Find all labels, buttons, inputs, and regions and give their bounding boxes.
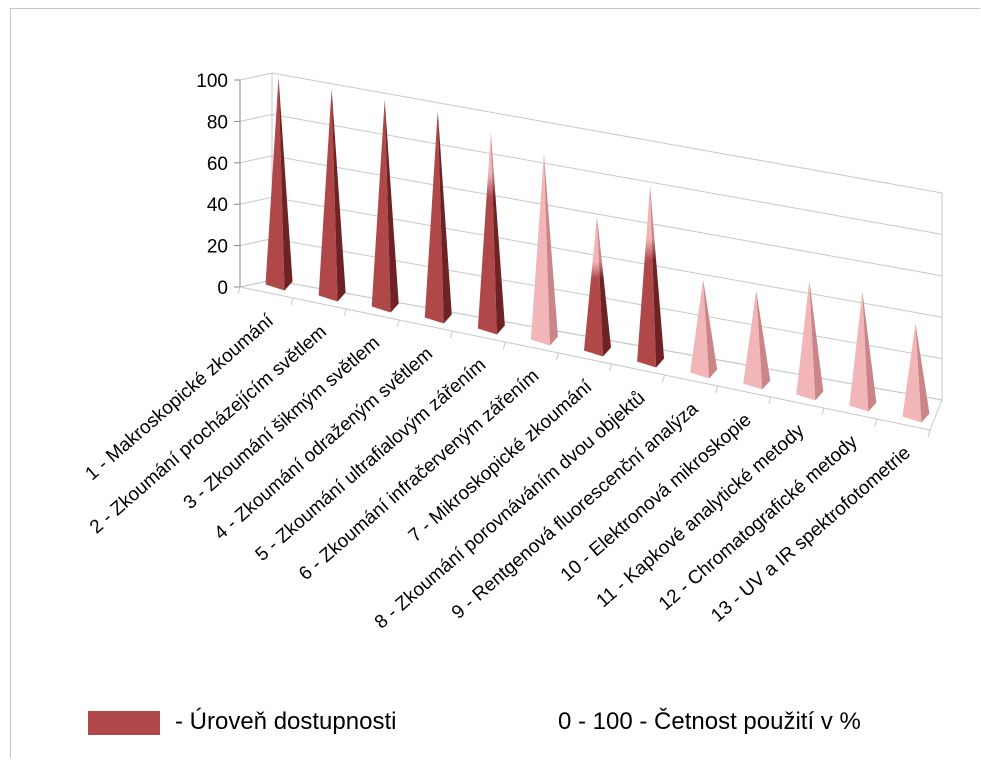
gridline <box>271 113 943 235</box>
y-tick-label: 80 <box>207 112 228 133</box>
cone-front-face <box>477 131 497 335</box>
y-tick-label: 60 <box>207 154 228 175</box>
legend-availability-label: - Úroveň dostupnosti <box>175 708 397 735</box>
cone-side-face <box>862 291 877 412</box>
x-tick <box>396 319 400 328</box>
x-tick <box>237 286 241 295</box>
x-tick <box>715 385 719 394</box>
cone-side-face <box>915 323 930 423</box>
cones <box>265 77 930 423</box>
chart-frame <box>10 8 980 758</box>
cone-bar <box>265 77 293 291</box>
category-label: 6 - Zkoumání infračerveným zářením <box>295 365 543 585</box>
x-tick <box>502 341 506 350</box>
x-tick <box>449 330 453 339</box>
cone-front-face <box>265 77 285 291</box>
cone-bar <box>424 110 452 324</box>
side-gridline <box>239 238 273 247</box>
cone-side-face <box>756 290 771 390</box>
x-tick <box>927 429 931 438</box>
y-tick-label: 100 <box>196 71 228 92</box>
x-tick <box>768 396 772 405</box>
category-label: 5 - Zkoumání ultrafialovým zářením <box>252 354 491 565</box>
cone-front-face <box>849 291 869 412</box>
cone-bar <box>902 323 930 423</box>
cone-side-face <box>384 99 399 313</box>
cone-front-face <box>637 185 657 368</box>
side-gridline <box>239 113 273 122</box>
cone-side-face <box>597 215 611 357</box>
cone-front-face <box>318 88 338 302</box>
legend-availability-swatch <box>88 711 160 735</box>
side-gridline <box>239 196 273 205</box>
cone-front-face <box>584 215 603 357</box>
cone-chart: 0 20 40 60 80 100 1 - Makroskopické zkoumání2… <box>82 71 943 633</box>
cone-bar <box>637 185 665 368</box>
gridline <box>271 155 943 277</box>
cone-side-face <box>543 153 558 346</box>
cone-front-face <box>796 280 816 401</box>
cone-side-face <box>331 88 346 302</box>
cone-side-face <box>490 131 505 335</box>
x-tick <box>343 308 347 317</box>
x-tick <box>609 363 613 372</box>
cone-side-face <box>278 77 293 291</box>
y-tick-label: 20 <box>207 237 228 258</box>
x-tick <box>555 352 559 361</box>
cone-bar <box>371 99 399 313</box>
cone-bar <box>530 153 558 346</box>
x-tick <box>874 418 878 427</box>
cone-front-face <box>743 290 763 390</box>
category-label: 2 - Zkoumání procházejícím světlem <box>86 321 331 538</box>
y-tick-label: 0 <box>217 278 228 299</box>
cone-bar <box>584 215 611 357</box>
x-tick <box>290 297 294 306</box>
cone-side-face <box>650 185 665 368</box>
x-tick <box>662 374 666 383</box>
side-gridline <box>239 72 273 81</box>
cone-bar <box>690 279 718 379</box>
cone-bar <box>477 131 505 335</box>
cone-front-face <box>690 279 710 379</box>
cone-front-face <box>371 99 391 313</box>
cone-bar <box>318 88 346 302</box>
cone-side-face <box>437 110 452 324</box>
cone-side-face <box>703 279 718 379</box>
cone-bar <box>743 290 771 390</box>
gridline <box>271 72 943 194</box>
cone-bar <box>849 291 877 412</box>
cone-side-face <box>809 280 824 401</box>
legend-frequency-label: 0 - 100 - Četnost použití v % <box>558 708 861 735</box>
cone-front-face <box>424 110 444 324</box>
cone-front-face <box>902 323 922 423</box>
cone-front-face <box>530 153 550 346</box>
cone-bar <box>796 280 824 401</box>
x-tick <box>821 407 825 416</box>
y-tick-label: 40 <box>207 195 228 216</box>
side-gridline <box>239 155 273 164</box>
